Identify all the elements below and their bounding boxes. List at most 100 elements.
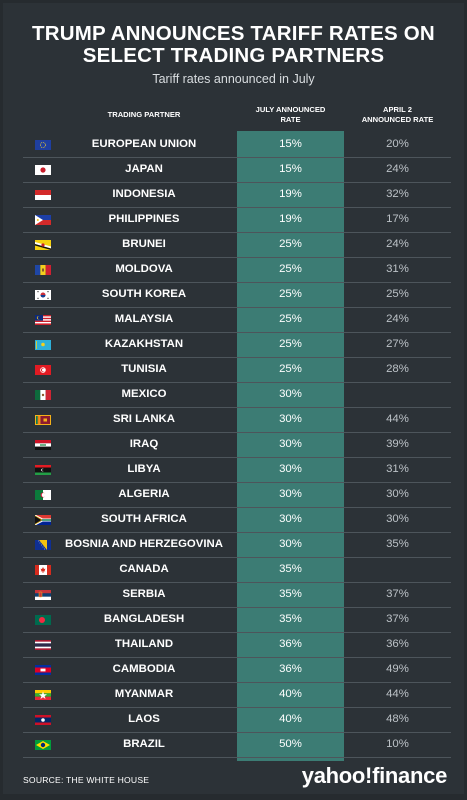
row-divider (23, 532, 451, 533)
row-divider (23, 732, 451, 733)
july-rate-value: 35% (279, 588, 302, 600)
country-name: TUNISIA (121, 363, 167, 375)
table-row: KAZAKHSTAN 25% 27% (23, 333, 451, 358)
country-name: INDONESIA (112, 188, 176, 200)
april-rate-value: 28% (386, 363, 409, 375)
april-rate-value: 30% (386, 513, 409, 525)
row-divider (23, 157, 451, 158)
july-rate-value: 25% (279, 288, 302, 300)
april-rate-value: 24% (386, 238, 409, 250)
flag-algeria-icon (35, 490, 51, 500)
row-divider (23, 432, 451, 433)
country-name: BANGLADESH (103, 613, 185, 625)
country-name: EUROPEAN UNION (91, 138, 197, 150)
yahoo-finance-logo: yahoo!finance (301, 763, 448, 788)
flag-myanmar-icon (35, 690, 51, 700)
table-row: TUNISIA 25% 28% (23, 358, 451, 383)
row-divider (23, 482, 451, 483)
row-divider (23, 457, 451, 458)
july-rate-value: 30% (279, 538, 302, 550)
row-divider (23, 307, 451, 308)
flag-iraq-icon (35, 440, 51, 450)
row-divider (23, 607, 451, 608)
july-rate-value: 30% (279, 388, 302, 400)
july-rate-value: 15% (279, 163, 302, 175)
header-july-rate: JULY ANNOUNCED RATE (237, 105, 344, 125)
july-rate-value: 40% (279, 713, 302, 725)
july-rate-value: 30% (279, 513, 302, 525)
country-name: MYANMAR (114, 688, 174, 700)
table-row: PHILIPPINES 19% 17% (23, 208, 451, 233)
april-rate-value: 49% (386, 663, 409, 675)
table-row: SOUTH AFRICA 30% 30% (23, 508, 451, 533)
row-divider (23, 682, 451, 683)
country-name: SERBIA (122, 588, 166, 600)
country-name: LAOS (128, 713, 160, 725)
row-divider (23, 232, 451, 233)
row-divider (23, 382, 451, 383)
flag-tunisia-icon (35, 365, 51, 375)
country-name: LIBYA (127, 463, 161, 475)
july-rate-value: 19% (279, 188, 302, 200)
country-name: IRAQ (129, 438, 159, 450)
table-row: SERBIA 35% 37% (23, 583, 451, 608)
july-rate-value: 30% (279, 413, 302, 425)
flag-mexico-icon (35, 390, 51, 400)
july-rate-value: 25% (279, 238, 302, 250)
row-divider (23, 632, 451, 633)
april-rate-value: 31% (386, 263, 409, 275)
table-row: THAILAND 36% 36% (23, 633, 451, 658)
header-april-rate-line-1: APRIL 2 (383, 105, 412, 114)
april-rate-value: 20% (386, 138, 409, 150)
table-row: MOLDOVA 25% 31% (23, 258, 451, 283)
flag-serbia-icon (35, 590, 51, 600)
flag-japan-icon (35, 165, 51, 175)
row-divider (23, 582, 451, 583)
table-row: MYANMAR 40% 44% (23, 683, 451, 708)
april-rate-value: 48% (386, 713, 409, 725)
chart-frame: TRUMP ANNOUNCES TARIFF RATES ON SELECT T… (3, 3, 464, 794)
july-rate-value: 30% (279, 488, 302, 500)
april-rate-value: 24% (386, 163, 409, 175)
july-rate-value: 25% (279, 338, 302, 350)
row-divider (23, 257, 451, 258)
row-divider (23, 282, 451, 283)
july-rate-value: 15% (279, 138, 302, 150)
april-rate-value: 31% (386, 463, 409, 475)
table-row: BRUNEI 25% 24% (23, 233, 451, 258)
flag-bangladesh-icon (35, 615, 51, 625)
april-rate-value: 10% (386, 738, 409, 750)
source-note: SOURCE: THE WHITE HOUSE (23, 775, 150, 785)
april-rate-value: 37% (386, 613, 409, 625)
april-rate-value: 25% (386, 288, 409, 300)
row-divider (23, 182, 451, 183)
table-row: LAOS 40% 48% (23, 708, 451, 733)
row-divider (23, 757, 451, 758)
april-rate-value: 35% (386, 538, 409, 550)
flag-cambodia-icon (35, 665, 51, 675)
country-name: SRI LANKA (112, 413, 175, 425)
flag-laos-icon (35, 715, 51, 725)
flag-moldova-icon (35, 265, 51, 275)
chart-title: TRUMP ANNOUNCES TARIFF RATES ON SELECT T… (3, 23, 464, 67)
country-name: MOLDOVA (115, 263, 173, 275)
july-column-highlight (237, 131, 344, 761)
april-rate-value: 17% (386, 213, 409, 225)
table-row: LIBYA 30% 31% (23, 458, 451, 483)
flag-canada-icon (35, 565, 51, 575)
row-divider (23, 657, 451, 658)
july-rate-value: 30% (279, 438, 302, 450)
row-divider (23, 507, 451, 508)
header-july-rate-line-2: RATE (280, 115, 301, 124)
table-row: CANADA 35% (23, 558, 451, 583)
flag-eu-icon (35, 140, 51, 150)
country-name: CANADA (119, 563, 169, 575)
country-name: BRAZIL (123, 738, 165, 750)
table-row: MALAYSIA 25% 24% (23, 308, 451, 333)
april-rate-value: 32% (386, 188, 409, 200)
country-name: MALAYSIA (114, 313, 174, 325)
july-rate-value: 35% (279, 613, 302, 625)
flag-thailand-icon (35, 640, 51, 650)
row-divider (23, 207, 451, 208)
april-rate-value: 39% (386, 438, 409, 450)
